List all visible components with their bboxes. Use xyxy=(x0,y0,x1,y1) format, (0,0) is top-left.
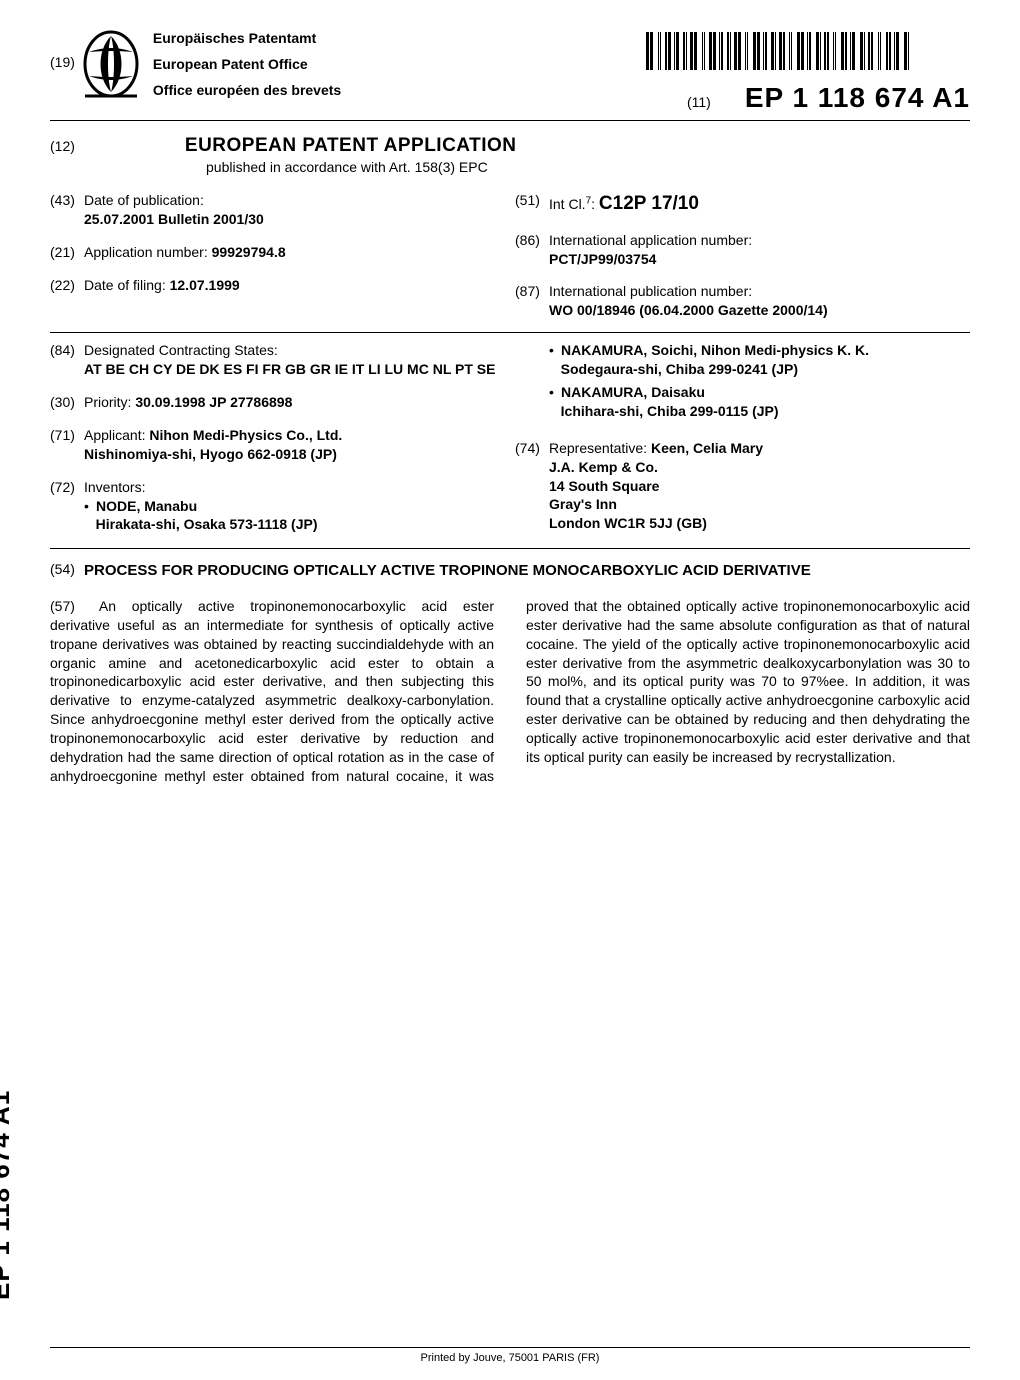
inid-51: (51) xyxy=(515,191,549,210)
publication-number-row: (11) EP 1 118 674 A1 xyxy=(687,82,970,114)
inid-87: (87) xyxy=(515,282,549,301)
spine-number: EP 1 118 674 A1 xyxy=(0,1090,16,1300)
field-30: (30) Priority: 30.09.1998 JP 27786898 xyxy=(50,393,505,412)
title-block: (12) EUROPEAN PATENT APPLICATION publish… xyxy=(50,135,970,175)
biblio-bottom-left: (84) Designated Contracting States: AT B… xyxy=(50,341,505,538)
biblio-bottom: (84) Designated Contracting States: AT B… xyxy=(50,341,970,549)
title-subline: published in accordance with Art. 158(3)… xyxy=(206,159,970,175)
field-22-label: Date of filing: xyxy=(84,277,166,293)
field-72: (72) Inventors: •NODE, Manabu Hirakata-s… xyxy=(50,478,505,539)
field-51-label-prefix: Int Cl. xyxy=(549,196,586,212)
inid-21: (21) xyxy=(50,243,84,262)
field-54: (54) PROCESS FOR PRODUCING OPTICALLY ACT… xyxy=(50,561,970,581)
field-21: (21) Application number: 99929794.8 xyxy=(50,243,505,262)
abstract-text: An optically active tropinonemonocarboxy… xyxy=(50,598,970,784)
field-71-addr: Nishinomiya-shi, Hyogo 662-0918 (JP) xyxy=(84,446,337,462)
inventor-item: •NODE, Manabu Hirakata-shi, Osaka 573-11… xyxy=(84,497,505,535)
inventor-item: •NAKAMURA, Daisaku Ichihara-shi, Chiba 2… xyxy=(549,383,970,421)
inid-86: (86) xyxy=(515,231,549,250)
rep-line-4: London WC1R 5JJ (GB) xyxy=(549,515,707,531)
field-71: (71) Applicant: Nihon Medi-Physics Co., … xyxy=(50,426,505,464)
field-21-label: Application number: xyxy=(84,244,208,260)
biblio-bottom-right: •NAKAMURA, Soichi, Nihon Medi-physics K.… xyxy=(505,341,970,538)
footer: Printed by Jouve, 75001 PARIS (FR) xyxy=(50,1347,970,1364)
field-51: (51) Int Cl.7: C12P 17/10 xyxy=(515,191,970,217)
inid-43: (43) xyxy=(50,191,84,210)
inid-72: (72) xyxy=(50,478,84,497)
header-right: (11) EP 1 118 674 A1 xyxy=(510,30,970,114)
inid-22: (22) xyxy=(50,276,84,295)
inid-84: (84) xyxy=(50,341,84,360)
field-43-label: Date of publication: xyxy=(84,192,204,208)
inid-74: (74) xyxy=(515,439,549,458)
inventors-continued: •NAKAMURA, Soichi, Nihon Medi-physics K.… xyxy=(515,341,970,425)
field-74-label: Representative: xyxy=(549,440,647,456)
publication-number: EP 1 118 674 A1 xyxy=(745,82,970,114)
inventor-name: NODE, Manabu xyxy=(96,498,197,514)
epo-logo xyxy=(83,30,139,98)
rep-line-3: Gray's Inn xyxy=(549,496,617,512)
rep-line-0: Keen, Celia Mary xyxy=(651,440,763,456)
field-87-label: International publication number: xyxy=(549,283,752,299)
document-kind-title: EUROPEAN PATENT APPLICATION xyxy=(185,135,517,157)
abstract: (57)An optically active tropinonemonocar… xyxy=(50,597,970,786)
header-left: (19) Europäisches Patentamt European Pat… xyxy=(50,30,510,98)
inid-71: (71) xyxy=(50,426,84,445)
field-84: (84) Designated Contracting States: AT B… xyxy=(50,341,505,379)
inventor-addr: Sodegaura-shi, Chiba 299-0241 (JP) xyxy=(561,361,798,377)
inventor-item: •NAKAMURA, Soichi, Nihon Medi-physics K.… xyxy=(549,341,970,379)
inventor-addr: Ichihara-shi, Chiba 299-0115 (JP) xyxy=(561,403,779,419)
inid-57: (57) xyxy=(50,598,75,614)
invention-title: PROCESS FOR PRODUCING OPTICALLY ACTIVE T… xyxy=(84,561,811,581)
field-71-label: Applicant: xyxy=(84,427,145,443)
field-43: (43) Date of publication: 25.07.2001 Bul… xyxy=(50,191,505,229)
field-84-value: AT BE CH CY DE DK ES FI FR GB GR IE IT L… xyxy=(84,361,495,377)
field-86-value: PCT/JP99/03754 xyxy=(549,251,656,267)
field-72-label: Inventors: xyxy=(84,479,145,495)
header: (19) Europäisches Patentamt European Pat… xyxy=(50,30,970,121)
field-30-value: 30.09.1998 JP 27786898 xyxy=(135,394,292,410)
field-87-value: WO 00/18946 (06.04.2000 Gazette 2000/14) xyxy=(549,302,828,318)
office-en: European Patent Office xyxy=(153,56,341,72)
field-51-value: C12P 17/10 xyxy=(599,193,699,214)
field-22-value: 12.07.1999 xyxy=(170,277,240,293)
biblio-top-right: (51) Int Cl.7: C12P 17/10 (86) Internati… xyxy=(505,191,970,320)
rep-line-1: J.A. Kemp & Co. xyxy=(549,459,658,475)
field-71-name: Nihon Medi-Physics Co., Ltd. xyxy=(149,427,342,443)
field-86: (86) International application number: P… xyxy=(515,231,970,269)
barcode xyxy=(640,30,970,72)
inid-30: (30) xyxy=(50,393,84,412)
inventor-list-right: •NAKAMURA, Soichi, Nihon Medi-physics K.… xyxy=(549,341,970,421)
rep-line-2: 14 South Square xyxy=(549,478,659,494)
field-22: (22) Date of filing: 12.07.1999 xyxy=(50,276,505,295)
field-30-label: Priority: xyxy=(84,394,131,410)
office-fr: Office européen des brevets xyxy=(153,82,341,98)
office-names: Europäisches Patentamt European Patent O… xyxy=(153,30,341,98)
inventor-addr: Hirakata-shi, Osaka 573-1118 (JP) xyxy=(96,516,318,532)
inventor-name: NAKAMURA, Soichi, Nihon Medi-physics K. … xyxy=(561,342,869,358)
biblio-top: (43) Date of publication: 25.07.2001 Bul… xyxy=(50,191,970,333)
field-74: (74) Representative: Keen, Celia Mary J.… xyxy=(515,439,970,533)
field-84-label: Designated Contracting States: xyxy=(84,342,278,358)
field-21-value: 99929794.8 xyxy=(212,244,286,260)
field-43-value: 25.07.2001 Bulletin 2001/30 xyxy=(84,211,264,227)
office-de: Europäisches Patentamt xyxy=(153,30,341,46)
inid-12: (12) xyxy=(50,138,75,154)
inventor-name: NAKAMURA, Daisaku xyxy=(561,384,705,400)
field-51-label-suffix: : xyxy=(591,196,595,212)
field-86-label: International application number: xyxy=(549,232,752,248)
inid-11: (11) xyxy=(687,94,711,110)
biblio-top-left: (43) Date of publication: 25.07.2001 Bul… xyxy=(50,191,505,320)
inventor-list-left: •NODE, Manabu Hirakata-shi, Osaka 573-11… xyxy=(84,497,505,535)
inid-19: (19) xyxy=(50,30,75,70)
inid-54: (54) xyxy=(50,561,84,581)
field-87: (87) International publication number: W… xyxy=(515,282,970,320)
